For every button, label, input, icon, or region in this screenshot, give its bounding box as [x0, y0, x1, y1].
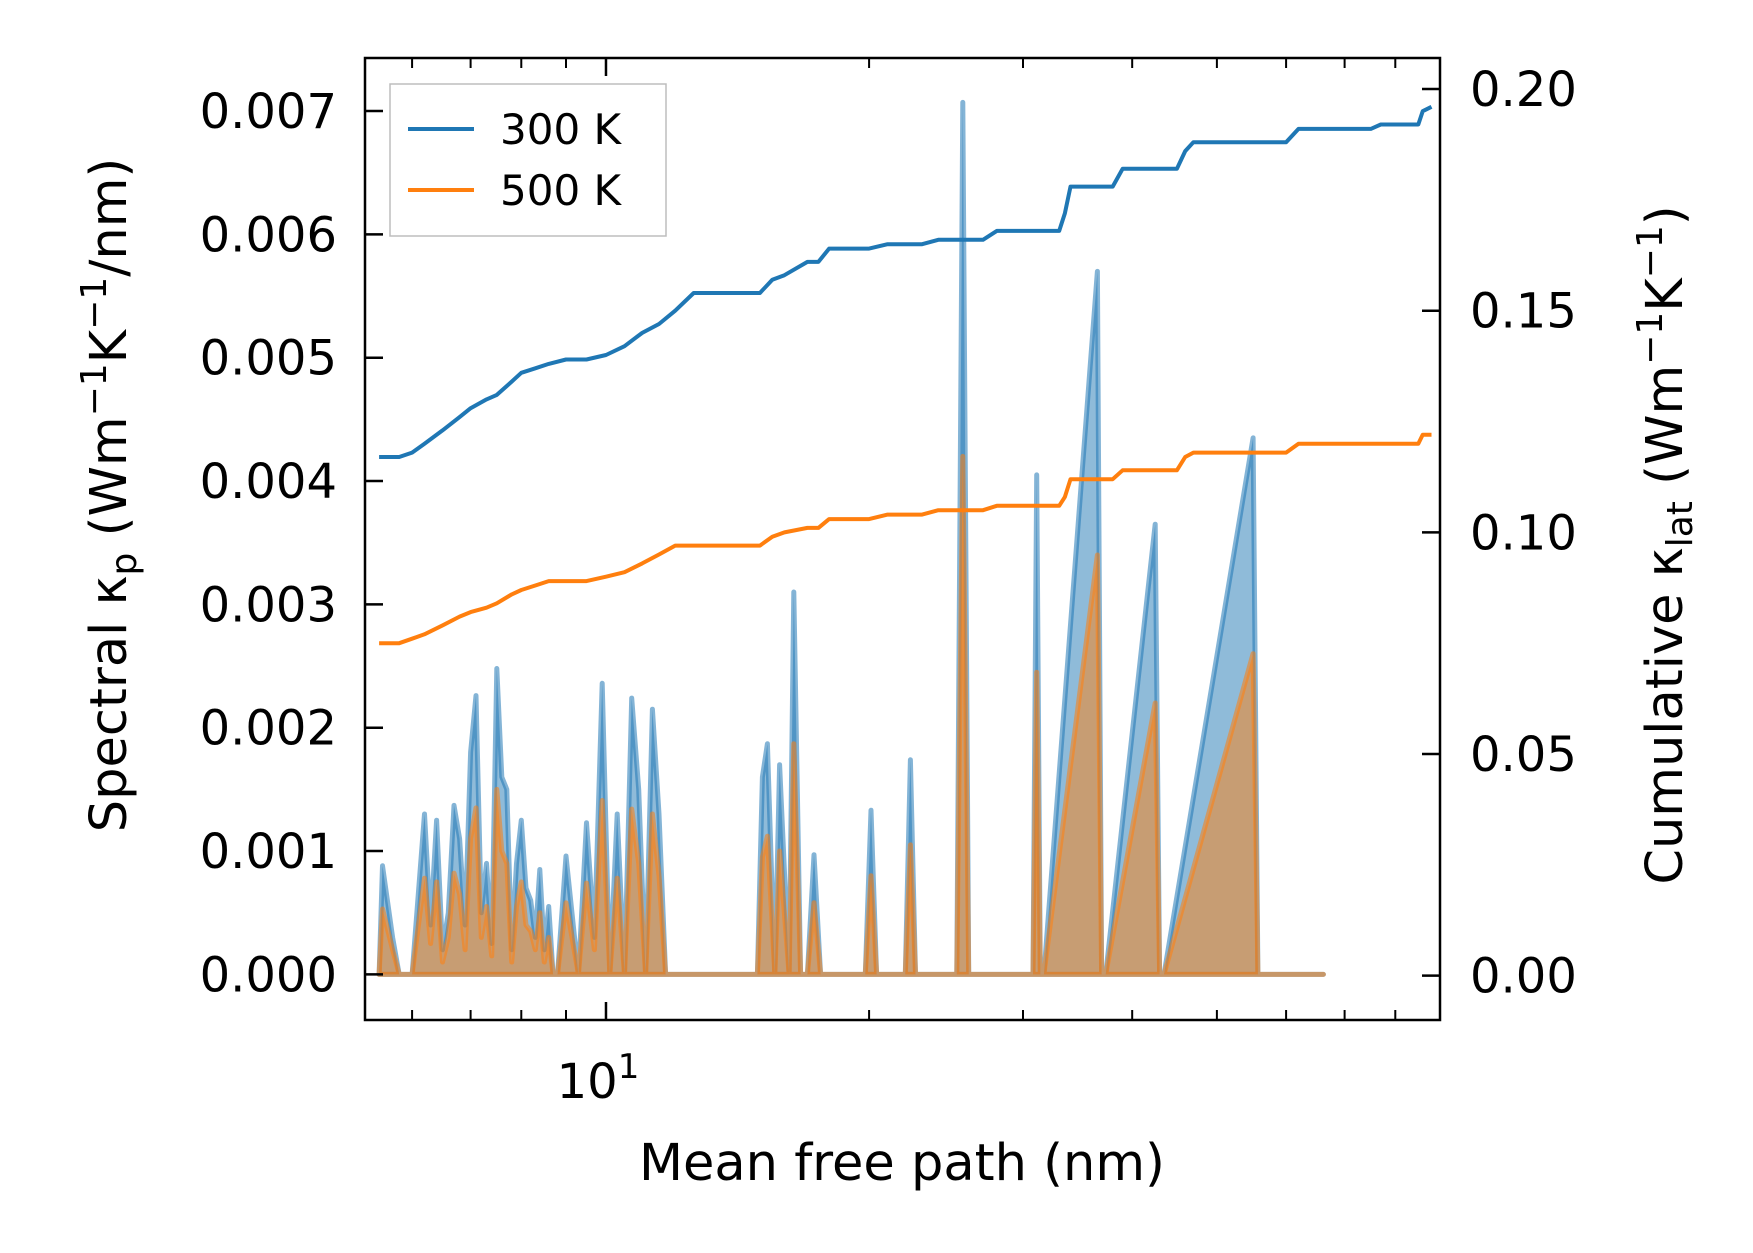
left-tick-label: 0.006 — [200, 207, 337, 263]
left-axis-label: Spectral κp (Wm−1K−1/nm) — [74, 158, 145, 833]
left-tick-label: 0.004 — [200, 454, 337, 510]
left-tick-label: 0.001 — [200, 824, 337, 880]
plot-frame — [363, 56, 1442, 1022]
legend-label-300k: 300 K — [500, 105, 623, 154]
right-tick-label: 0.20 — [1470, 62, 1577, 118]
cumulative-line-500k — [379, 432, 1432, 646]
spectral-area-500k — [376, 453, 1326, 977]
right-tick-label: 0.05 — [1470, 727, 1577, 783]
left-tick-label: 0.000 — [200, 947, 337, 1003]
left-tick-label: 0.002 — [200, 701, 337, 757]
x-axis-ticks: 101 — [411, 58, 1441, 1110]
right-tick-label: 0.10 — [1470, 505, 1577, 561]
cumulative-line-300k — [379, 105, 1433, 459]
legend-frame — [389, 83, 667, 237]
x-axis-label: Mean free path (nm) — [639, 1134, 1165, 1193]
spectral-layer — [376, 99, 1326, 977]
left-axis-ticks: 0.000 0.001 0.002 0.003 0.004 0.005 0.006 0.007 — [200, 84, 383, 1003]
x-tick-label: 101 — [557, 1047, 640, 1110]
axes-layer — [363, 56, 1442, 1022]
cumulative-layer — [379, 105, 1433, 646]
left-tick-label: 0.007 — [200, 84, 337, 140]
right-axis-ticks: 0.00 0.05 0.10 0.15 0.20 — [1422, 62, 1577, 1005]
left-tick-label: 0.003 — [200, 577, 337, 633]
right-axis-label: Cumulative κlat (Wm−1K−1) — [1630, 205, 1701, 884]
plot-area — [376, 99, 1433, 977]
legend: 300 K 500 K — [389, 83, 667, 237]
legend-label-500k: 500 K — [500, 166, 623, 215]
left-tick-label: 0.005 — [200, 331, 337, 387]
right-tick-label: 0.15 — [1470, 284, 1577, 340]
right-tick-label: 0.00 — [1470, 949, 1577, 1005]
